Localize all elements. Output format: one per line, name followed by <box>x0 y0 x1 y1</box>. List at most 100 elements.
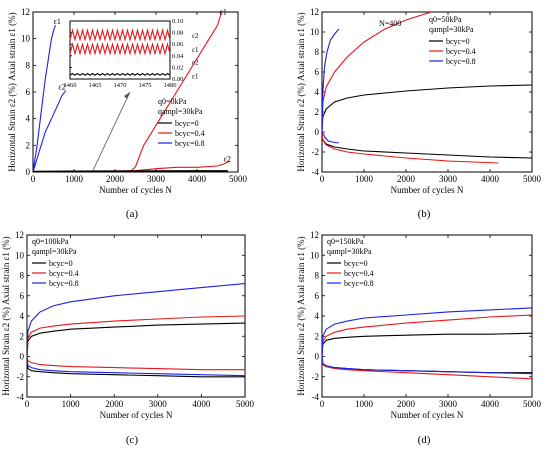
panel-label: (d) <box>418 434 431 446</box>
condition-annotation: qampl=30kPa <box>429 25 474 34</box>
series-line-3 <box>322 131 499 164</box>
x-tick-label: 5000 <box>523 399 542 409</box>
y-tick-label: 8 <box>315 47 320 57</box>
y-tick-label: 12 <box>21 7 30 17</box>
y-tick-label: -2 <box>17 372 25 382</box>
curve-label: ε2 <box>224 154 231 163</box>
chart-panel-0: 0 1000 2000 3000 4000 5000 0 2 4 6 8 10 12 Number of … <box>7 7 248 220</box>
series-line-1 <box>33 90 67 172</box>
x-tick-label: 1000 <box>355 399 374 409</box>
series-line-1 <box>27 356 245 378</box>
series-line-5 <box>322 356 532 375</box>
legend-entry: bcyc=0.4 <box>446 47 476 56</box>
y-tick-label: 10 <box>21 34 31 44</box>
curve-label: ε1 <box>220 8 227 17</box>
inset-pointer-arrowhead <box>124 92 130 99</box>
series-line-3 <box>27 356 245 371</box>
y-tick-label: 4 <box>26 114 31 124</box>
x-tick-label: 3000 <box>147 174 166 184</box>
x-axis-label: Number of cycles N <box>99 185 172 195</box>
x-tick-label: 5000 <box>523 174 542 184</box>
legend-entry: bcyc=0 <box>446 37 470 46</box>
y-tick-label: 0 <box>315 127 320 137</box>
series-line-0 <box>322 332 532 357</box>
y-tick-label: 8 <box>26 60 31 70</box>
condition-annotation: qampl=30kPa <box>327 247 372 256</box>
y-axis-label: Horizontal Strain ε2 (%) Axial strain ε1… <box>296 12 306 171</box>
x-tick-label: 5000 <box>236 399 255 409</box>
x-tick-label: 0 <box>31 174 36 184</box>
inset-curve-label: ε2 <box>192 32 199 40</box>
series-line-5 <box>27 356 245 377</box>
chart-panel-2: 0 1000 2000 3000 4000 5000 -4 -2 0 2 4 6 8 10 12 Number… <box>1 230 255 446</box>
x-tick-label: 4000 <box>188 174 207 184</box>
y-tick-label: 2 <box>20 331 25 341</box>
x-tick-label: 4000 <box>192 399 211 409</box>
inset-frame <box>69 20 171 80</box>
x-tick-label: 2000 <box>106 174 125 184</box>
inset-series-1 <box>69 42 171 56</box>
panel-label: (b) <box>418 208 431 220</box>
y-tick-label: 8 <box>20 271 25 281</box>
condition-annotation: q0=50kPa <box>429 15 462 24</box>
y-tick-label: -4 <box>17 392 25 402</box>
series-line-1 <box>322 131 532 159</box>
x-tick-label: 0 <box>25 399 30 409</box>
legend-entry: bcyc=0.8 <box>446 57 476 66</box>
inset-y-tick-label: 0.02 <box>172 64 183 71</box>
y-tick-label: 0 <box>26 167 31 177</box>
chart-panel-1: 0 1000 2000 3000 4000 5000 -4 -2 0 2 4 6 8 10 12 Number… <box>296 7 542 220</box>
inset-curve-label: ε1 <box>192 73 199 81</box>
y-tick-label: 4 <box>20 311 25 321</box>
x-tick-label: 3000 <box>439 399 458 409</box>
y-axis-label: Horizontal Strain ε2 (%) Axial strain ε1… <box>7 12 17 171</box>
y-tick-label: 6 <box>315 291 320 301</box>
series-line-2 <box>27 315 245 357</box>
y-tick-label: -4 <box>312 167 320 177</box>
legend-entry: bcyc=0.4 <box>344 269 374 278</box>
y-tick-label: 12 <box>15 230 24 240</box>
series-group <box>322 307 532 380</box>
series-group <box>27 283 245 378</box>
y-tick-label: 4 <box>315 311 320 321</box>
x-tick-label: 1000 <box>62 399 81 409</box>
x-tick-label: 2000 <box>397 399 416 409</box>
y-tick-label: 6 <box>26 87 31 97</box>
y-tick-label: -2 <box>312 372 320 382</box>
y-tick-label: 8 <box>315 271 320 281</box>
inset-series-2 <box>69 72 171 76</box>
panel-label: (a) <box>126 208 139 220</box>
y-tick-label: 2 <box>26 140 31 150</box>
inset-x-tick-label: 1460 <box>64 82 77 89</box>
x-axis-label: Number of cycles N <box>391 410 464 420</box>
x-tick-label: 3000 <box>149 399 168 409</box>
series-line-2 <box>322 314 532 357</box>
y-tick-label: 0 <box>20 352 25 362</box>
x-axis-label: Number of cycles N <box>100 410 173 420</box>
series-line-2 <box>322 12 432 133</box>
series-line-4 <box>322 307 532 357</box>
y-tick-label: 4 <box>315 87 320 97</box>
condition-annotation: qampl=30kPa <box>158 107 203 116</box>
y-tick-label: 10 <box>310 250 320 260</box>
series-line-0 <box>322 84 532 133</box>
series-line-4 <box>322 28 340 133</box>
legend-entry: bcyc=0.8 <box>49 279 79 288</box>
inset-curve-label: ε1 <box>192 46 199 54</box>
x-tick-label: 0 <box>320 399 325 409</box>
condition-annotation: qampl=30kPa <box>32 247 77 256</box>
x-tick-label: 5000 <box>229 174 248 184</box>
x-tick-label: 3000 <box>439 174 458 184</box>
series-line-3 <box>322 356 532 380</box>
series-line-0 <box>27 322 245 357</box>
y-tick-label: 10 <box>15 250 25 260</box>
series-group <box>33 12 231 172</box>
x-tick-label: 2000 <box>397 174 416 184</box>
y-tick-label: 0 <box>315 352 320 362</box>
curve-label: ε1 <box>54 17 61 26</box>
inset-x-tick-label: 1470 <box>114 82 127 89</box>
y-tick-label: -2 <box>312 147 320 157</box>
inset-pointer-arrow <box>92 91 131 171</box>
legend-entry: bcyc=0 <box>49 259 73 268</box>
